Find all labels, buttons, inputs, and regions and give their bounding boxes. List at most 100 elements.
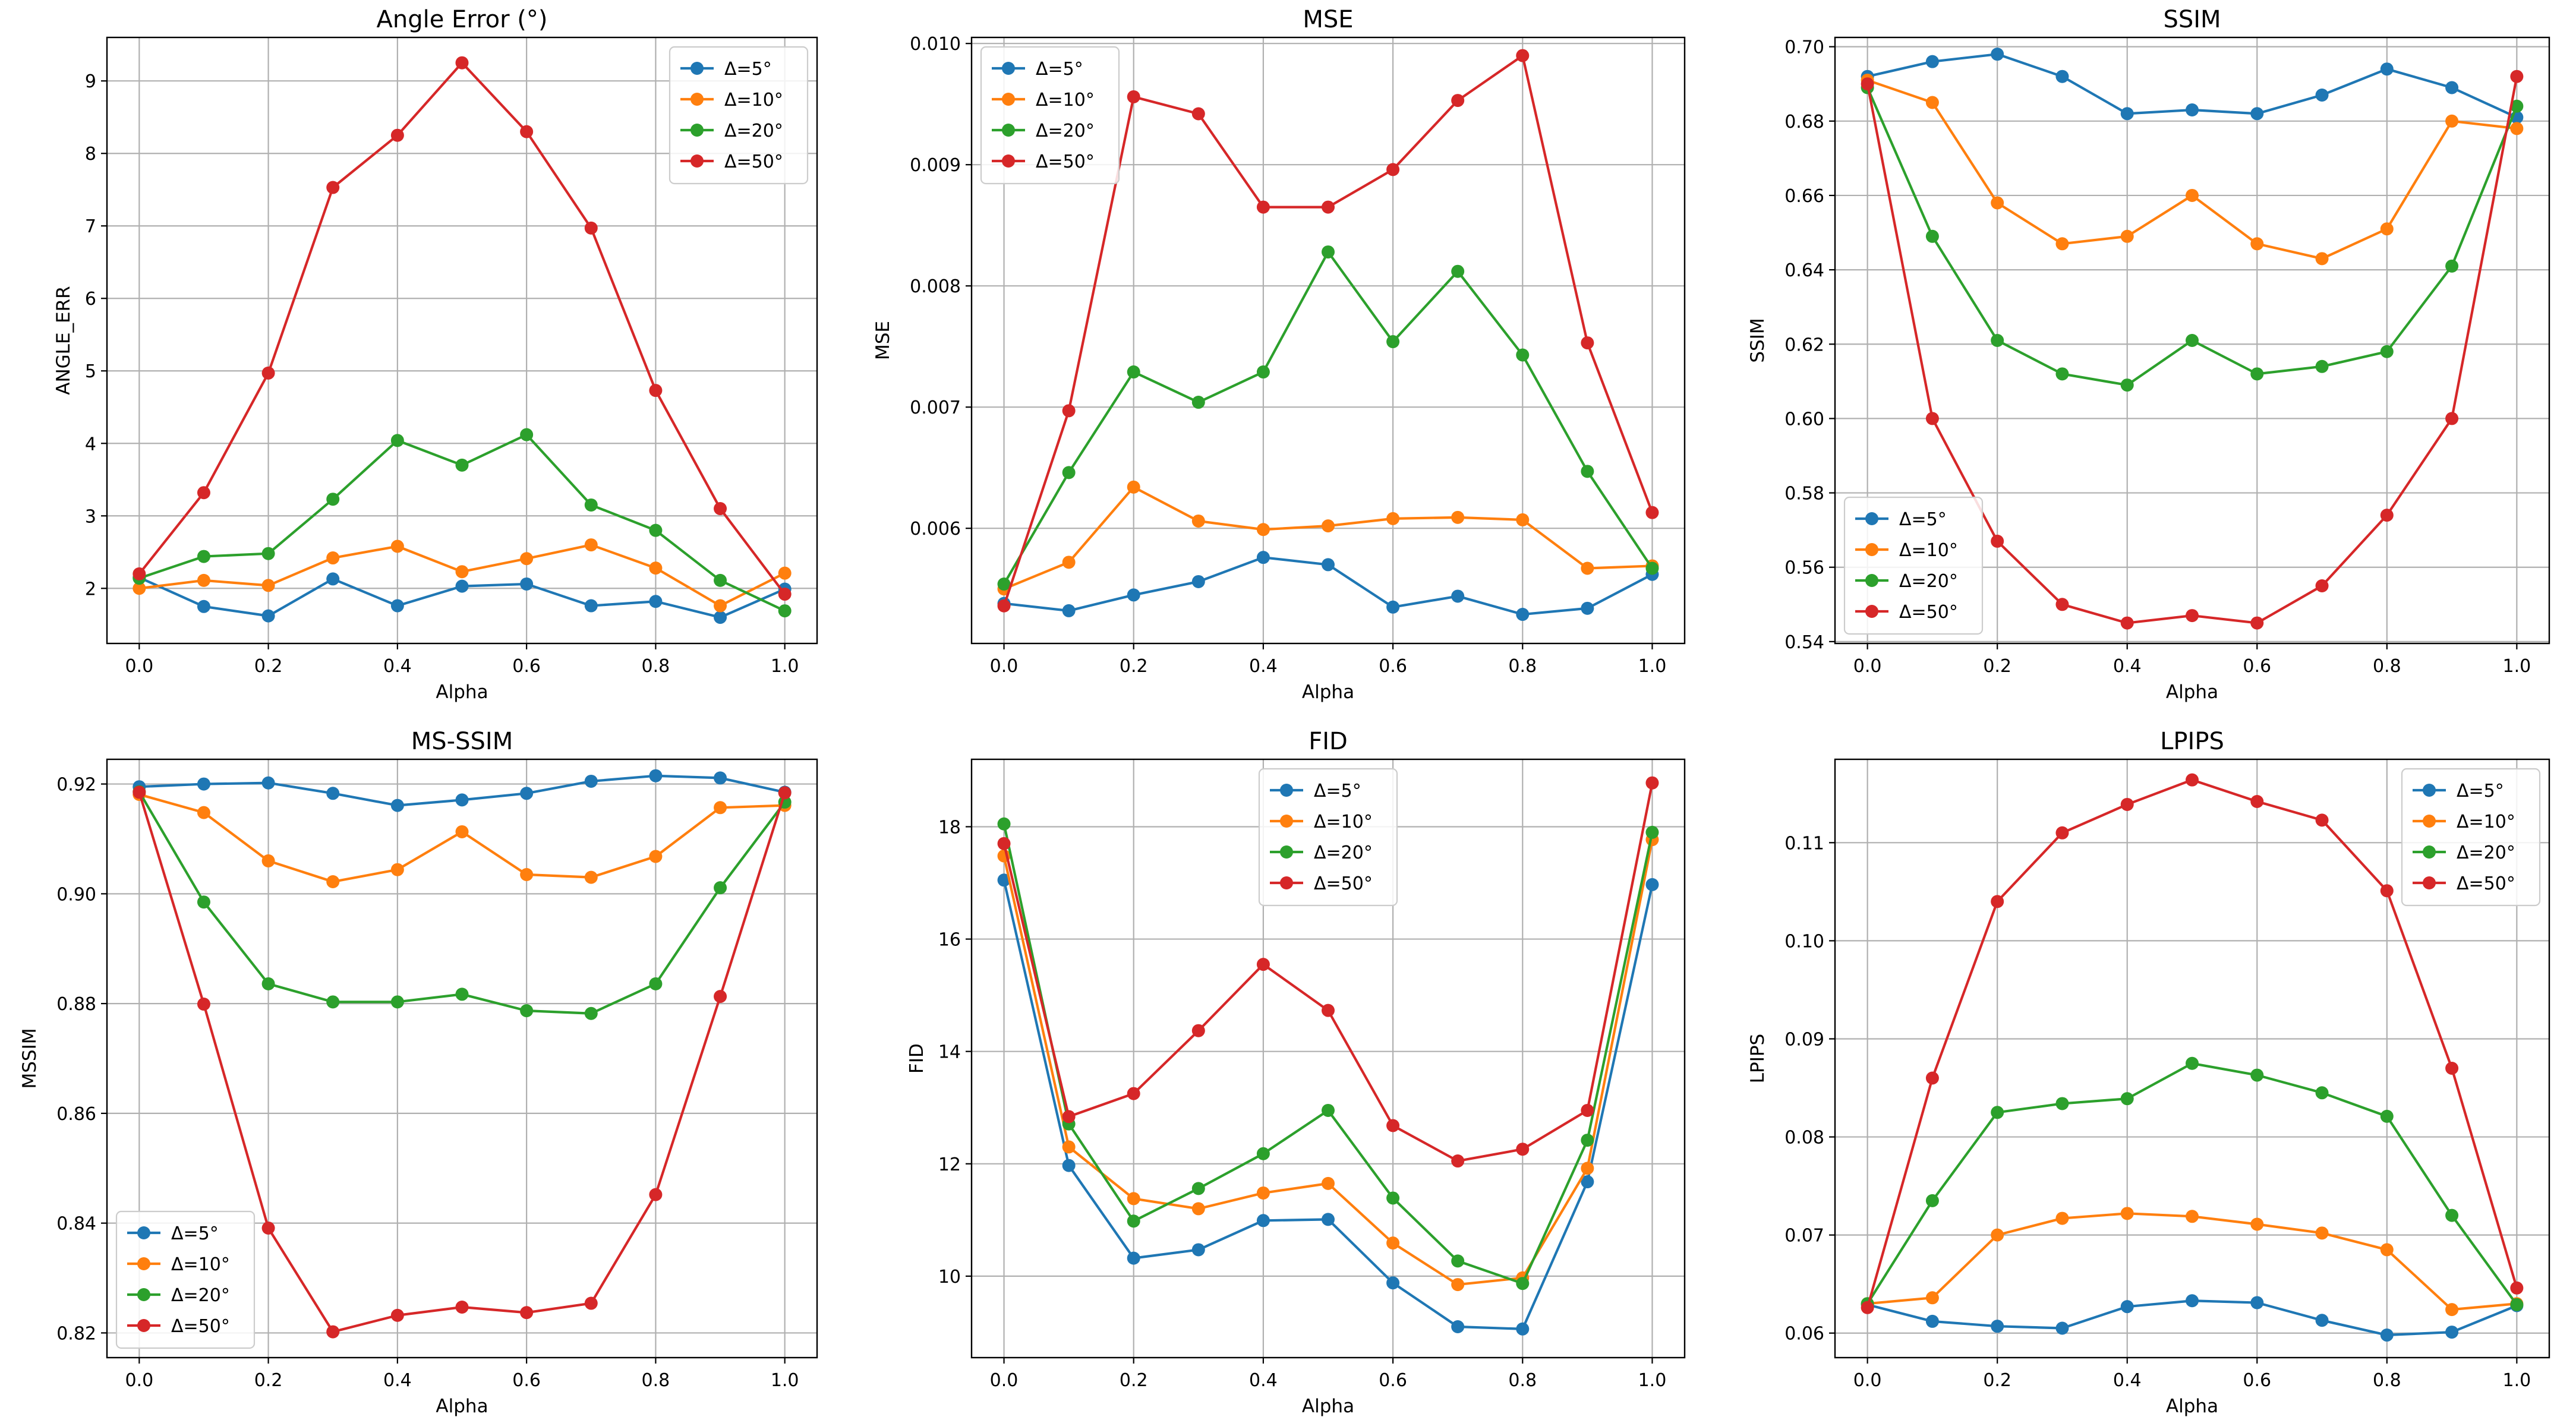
data-point [326,551,340,565]
data-point [390,1308,404,1322]
legend-entry-label: Δ=50° [1036,152,1095,172]
y-tick-label: 10 [938,1267,961,1288]
data-point [1127,1087,1140,1100]
axes-frame [970,758,1686,1359]
legend-swatch-marker [1002,93,1015,106]
y-tick-label: 9 [85,71,96,92]
legend-entry-label: Δ=10° [724,90,783,111]
data-point [2250,1217,2264,1231]
series-line-3 [1002,250,1654,585]
legend-entry-label: Δ=20° [1314,842,1373,863]
data-point [197,777,210,791]
data-point [649,977,663,990]
data-point [133,567,146,580]
data-point [997,817,1011,831]
data-point [1386,163,1400,176]
y-axis-label: MSE [872,321,894,360]
y-axis-label: LPIPS [1747,1034,1768,1083]
data-point [2186,103,2199,117]
data-point [1581,465,1594,478]
data-point [390,863,404,876]
legend-swatch-marker [690,154,704,168]
data-point [584,221,598,235]
data-point [649,1188,663,1201]
data-point [197,486,210,500]
data-point [2315,579,2329,593]
y-tick-label: 0.08 [1784,1128,1824,1148]
data-point [1256,365,1270,379]
data-point [1925,1291,1939,1305]
x-tick-label: 0.0 [990,1370,1019,1391]
data-point [1322,200,1335,214]
data-point [2315,813,2329,827]
y-tick-label: 0.70 [1784,37,1824,58]
data-point [584,870,598,884]
data-point [520,787,534,800]
x-tick-label: 0.8 [642,656,670,677]
data-point [1191,107,1205,121]
x-tick-label: 0.2 [254,656,283,677]
data-point [1127,588,1140,602]
data-point [2250,107,2264,121]
legend-entry-label: Δ=10° [171,1254,230,1275]
data-point [455,56,469,70]
legend-entry-label: Δ=10° [2457,812,2515,832]
legend-entry-label: Δ=5° [724,59,772,80]
data-point [1861,77,1874,91]
legend-entry-label: Δ=20° [171,1285,230,1306]
legend-entry-label: Δ=20° [2457,842,2515,863]
data-point [2186,334,2199,347]
data-point [1925,96,1939,109]
data-point [584,1296,598,1310]
data-point [1451,1154,1465,1168]
data-point [714,611,727,624]
data-point [778,604,792,618]
legend-entry-label: Δ=50° [1899,602,1958,623]
data-point [2120,229,2134,243]
legend-swatch-marker [690,62,704,75]
data-point [1991,48,2004,61]
x-axis-label: Alpha [1302,1396,1354,1417]
legend-entry-label: Δ=5° [171,1223,219,1244]
data-point [197,550,210,563]
data-point [2120,616,2134,630]
data-point [1516,1277,1530,1290]
chart-panel-1: 0.0 0.2 0.4 0.6 0.8 1.0 2 3 4 5 6 7 8 9 Angle Error (°… [53,6,818,703]
data-point [261,977,275,990]
y-tick-label: 0.66 [1784,186,1824,207]
data-point [2186,609,2199,623]
data-point [649,384,663,397]
data-point [2445,1303,2459,1317]
y-tick-label: 0.010 [910,34,961,55]
legend: Δ=5° Δ=10° Δ=20° Δ=50° [1258,768,1398,907]
data-point [2380,509,2394,522]
legend-swatch-marker [1865,512,1878,525]
data-point [1386,1276,1400,1290]
data-point [197,806,210,819]
x-tick-label: 0.4 [2113,1370,2142,1391]
series-line-3 [1866,1062,2518,1306]
axes-frame [1834,758,2550,1359]
data-point [714,599,727,613]
data-point [1191,575,1205,588]
x-tick-label: 0.4 [1249,1370,1278,1391]
data-point [455,987,469,1001]
data-point [1256,551,1270,564]
data-point [1645,825,1659,839]
y-tick-label: 16 [938,930,961,951]
y-tick-label: 0.07 [1784,1226,1824,1247]
data-point [1451,264,1465,278]
legend-entry-label: Δ=10° [1899,540,1958,561]
legend-swatch-marker [1865,543,1878,556]
data-point [2186,773,2199,787]
data-point [2315,1226,2329,1240]
data-point [2250,1068,2264,1082]
data-point [2445,259,2459,273]
data-point [2055,70,2069,83]
data-point [326,1325,340,1339]
data-point [714,502,727,516]
data-point [2055,1097,2069,1110]
data-point [1925,1071,1939,1085]
data-point [2250,367,2264,381]
x-tick-label: 0.6 [512,656,541,677]
